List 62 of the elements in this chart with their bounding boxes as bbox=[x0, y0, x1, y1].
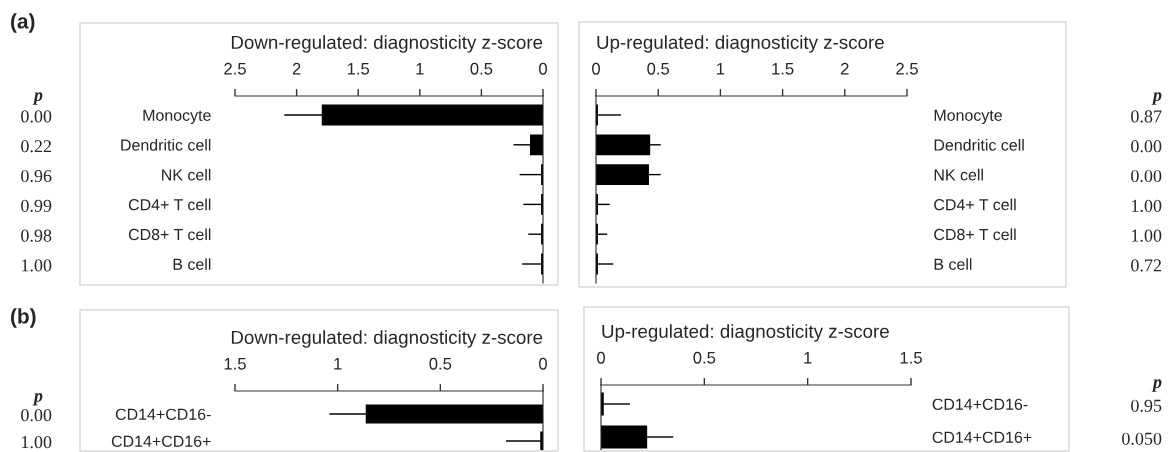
x-tick-label: 0.5 bbox=[693, 351, 716, 364]
text: 0.96 bbox=[21, 169, 52, 183]
x-tick-label: 0 bbox=[592, 62, 600, 75]
text: 0.22 bbox=[21, 140, 51, 153]
chart-title: Down-regulated: diagnosticity z-score bbox=[231, 35, 543, 53]
y-tick-label: Monocyte bbox=[934, 109, 1002, 125]
y-tick-label: B cell bbox=[934, 258, 972, 270]
text: 1.00 bbox=[1131, 199, 1162, 212]
x-tick-label: 2.5 bbox=[224, 62, 246, 75]
text: 0.00 bbox=[21, 110, 52, 123]
text: 0.00 bbox=[1131, 140, 1162, 153]
y-tick-label: NK cell bbox=[162, 168, 211, 181]
x-tick-label: 1 bbox=[717, 63, 725, 75]
x-tick-label: 1.5 bbox=[224, 358, 246, 370]
text: 0.98 bbox=[21, 229, 52, 242]
x-tick-label: 0 bbox=[597, 351, 605, 364]
text: p bbox=[32, 92, 43, 105]
x-tick-label: 0.5 bbox=[470, 62, 493, 75]
text: 0.00 bbox=[21, 409, 52, 422]
text: p bbox=[32, 393, 43, 406]
text: 1.00 bbox=[21, 436, 52, 449]
x-tick-label: 2.5 bbox=[896, 62, 918, 75]
text: 1.00 bbox=[21, 259, 52, 272]
chart-title: Up-regulated: diagnosticity z-score bbox=[597, 35, 884, 53]
text: 0.99 bbox=[21, 199, 52, 212]
chart-title: Up-regulated: diagnosticity z-score bbox=[602, 324, 889, 342]
x-tick-label: 0.5 bbox=[647, 62, 670, 75]
x-tick-label: 2 bbox=[292, 62, 301, 75]
y-tick-label: CD4+ T cell bbox=[934, 198, 1016, 211]
text: (b) bbox=[11, 308, 36, 328]
text: (a) bbox=[11, 13, 35, 33]
x-tick-label: 1 bbox=[416, 63, 424, 75]
x-tick-label: 1 bbox=[804, 352, 812, 364]
chart-title: Down-regulated: diagnosticity z-score bbox=[231, 330, 543, 348]
y-tick-label: NK cell bbox=[934, 168, 983, 181]
text: 0.87 bbox=[1131, 110, 1162, 123]
y-tick-label: B cell bbox=[173, 258, 211, 270]
x-tick-label: 0 bbox=[539, 62, 547, 75]
text: 0.95 bbox=[1131, 399, 1162, 412]
x-tick-label: 1.5 bbox=[772, 63, 794, 75]
y-tick-label: CD14+CD16+ bbox=[111, 435, 211, 447]
y-tick-label: Monocyte bbox=[143, 109, 211, 125]
y-tick-label: CD14+CD16- bbox=[115, 408, 211, 420]
text: p bbox=[1151, 92, 1162, 105]
y-tick-label: Dendritic cell bbox=[121, 139, 211, 151]
x-tick-label: 2 bbox=[841, 62, 849, 75]
text: 0.00 bbox=[1131, 169, 1162, 183]
text: p bbox=[1151, 379, 1162, 392]
x-tick-label: 1.5 bbox=[347, 63, 370, 75]
x-tick-label: 0 bbox=[539, 357, 547, 370]
y-tick-label: CD14+CD16- bbox=[932, 398, 1028, 410]
y-tick-label: CD8+ T cell bbox=[128, 228, 211, 241]
x-tick-label: 0.5 bbox=[429, 357, 452, 370]
x-tick-label: 1 bbox=[334, 358, 342, 370]
y-tick-label: Dendritic cell bbox=[934, 139, 1024, 151]
text: 1.00 bbox=[1131, 229, 1162, 242]
y-tick-label: CD14+CD16+ bbox=[932, 431, 1032, 443]
y-tick-label: CD4+ T cell bbox=[128, 198, 211, 211]
text: 0.72 bbox=[1131, 259, 1161, 272]
x-tick-label: 1.5 bbox=[900, 352, 922, 364]
text: 0.050 bbox=[1122, 432, 1162, 445]
y-tick-label: CD8+ T cell bbox=[934, 228, 1016, 241]
